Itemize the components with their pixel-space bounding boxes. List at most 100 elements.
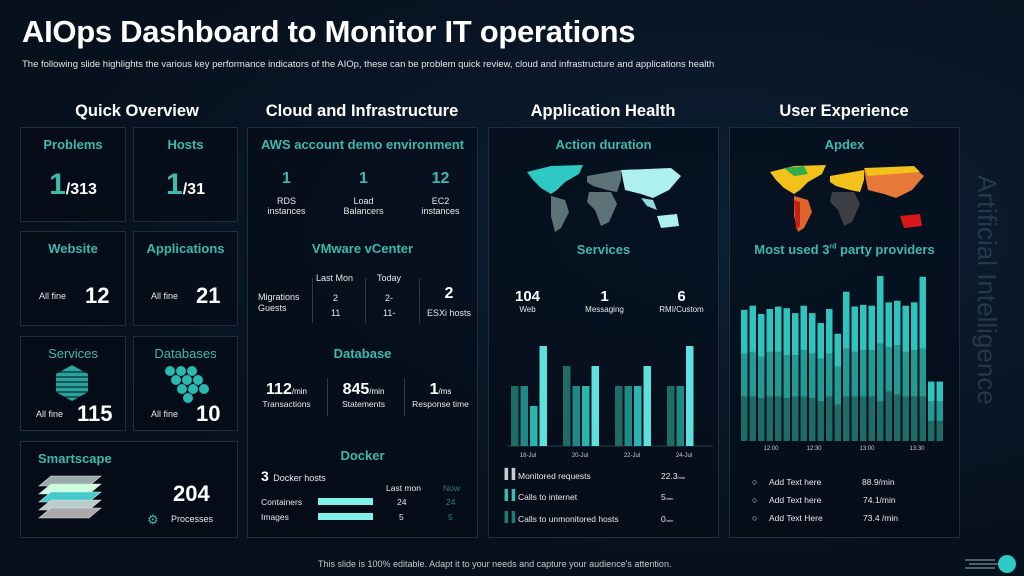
stacked-bar-segment (826, 309, 833, 354)
docker-col-header: Last mon (386, 483, 421, 493)
database-title: Database (333, 346, 392, 361)
services-card[interactable]: Services All fine 115 (20, 336, 126, 431)
stacked-bar-segment (843, 396, 850, 441)
legend-label: Add Text Here (769, 513, 823, 523)
containers-bar (318, 498, 373, 505)
service-value: 104 (514, 288, 541, 305)
hosts-card[interactable]: Hosts 1/31 (133, 127, 238, 222)
legend-label: Monitored requests (518, 471, 591, 481)
stacked-bar-segment (758, 356, 765, 399)
databases-card[interactable]: Databases All fine 10 (133, 336, 238, 431)
services-value: 115 (77, 401, 113, 426)
bar (686, 346, 694, 446)
legend-value: 0 (661, 514, 666, 524)
images-bar (318, 513, 373, 520)
x-tick-label: 12:00 (763, 446, 779, 452)
stacked-bar-segment (834, 333, 841, 367)
docker-value: 5 (448, 512, 453, 522)
applications-value: 21 (196, 283, 221, 308)
column-header-quick-overview: Quick Overview (75, 102, 199, 120)
stacked-bar-segment (809, 398, 816, 441)
smartscape-card[interactable]: Smartscape 204 ⚙ Processes (20, 441, 238, 538)
stacked-bar-segment (928, 401, 935, 422)
stacked-bar-segment (902, 396, 909, 441)
stacked-bar-segment (809, 313, 816, 354)
stacked-bar-segment (800, 305, 807, 351)
page-subtitle: The following slide highlights the vario… (22, 59, 715, 70)
aws-label: EC2 (431, 196, 450, 206)
legend-value: 73.4 /min (863, 513, 898, 523)
stacked-bar-segment (936, 381, 943, 402)
bar (676, 386, 684, 446)
db-unit: /min (291, 387, 307, 396)
stacked-bar-segment (775, 351, 782, 397)
bar (591, 366, 599, 446)
stacked-bar-segment (902, 305, 909, 352)
website-value: 12 (85, 283, 110, 308)
user-experience-panel: Apdex Most used 3rd party providers 12:0… (729, 127, 960, 538)
bar (624, 386, 632, 446)
stacked-bar-segment (758, 313, 765, 357)
world-map-action-duration (527, 165, 681, 232)
docker-row-label: Images (261, 512, 289, 522)
bullet-icon: ○ (752, 513, 758, 523)
stacked-bar-segment (877, 401, 884, 441)
applications-card[interactable]: Applications All fine 21 (133, 231, 238, 326)
db-value: 845 (342, 381, 370, 398)
stacked-bar-segment (919, 276, 926, 349)
stacked-bar-segment (936, 401, 943, 422)
stacked-bar-segment (741, 396, 748, 441)
aws-label: instances (421, 206, 460, 216)
cloud-panel: AWS account demo environment 1 RDS instanc… (247, 127, 478, 538)
stacked-bar-segment (894, 345, 901, 395)
stacked-bar-segment (783, 398, 790, 441)
x-tick-label: 12:30 (806, 446, 822, 452)
website-card[interactable]: Website All fine 12 (20, 231, 126, 326)
stacked-bar-segment (783, 355, 790, 399)
column-header-cloud: Cloud and Infrastructure (265, 102, 459, 120)
bullet-icon: ○ (752, 477, 758, 487)
stacked-bar-segment (894, 300, 901, 346)
vmware-col-header: Today (377, 273, 402, 283)
stacked-bar-segment (877, 276, 884, 344)
aws-label: Load (353, 196, 374, 206)
stacked-bar-segment (851, 351, 858, 397)
stacked-bar-segment (928, 421, 935, 441)
card-title: Databases (154, 346, 217, 361)
column-header-user-experience: User Experience (779, 102, 909, 120)
providers-stacked-chart: 12:00 12:30 13:00 13:30 (741, 276, 943, 452)
hexagon-cluster-icon (56, 365, 88, 401)
stacked-bar-segment (766, 396, 773, 441)
db-label: Transactions (262, 399, 311, 409)
esxi-value: 2 (444, 285, 454, 302)
stacked-bar-segment (911, 302, 918, 351)
legend-unit: /min (677, 475, 686, 480)
stacked-bar-segment (741, 309, 748, 354)
vmware-col-header: Last Mon (316, 273, 354, 283)
stacked-bar-segment (800, 396, 807, 441)
legend-label: Add Text here (769, 477, 822, 487)
page-title: AIOps Dashboard to Monitor IT operations (22, 14, 636, 49)
legend-label: Add Text here (769, 495, 822, 505)
smartscape-value: 204 (173, 481, 210, 506)
legend-unit: /min (665, 518, 674, 523)
legend-value: 88.9/min (862, 477, 895, 487)
aws-ec2-value: 12 (431, 170, 450, 187)
aws-label: RDS (276, 196, 296, 206)
bar (634, 386, 642, 446)
stacked-bar-segment (783, 308, 790, 356)
stacked-bar-segment (792, 355, 799, 397)
stacked-bar-segment (826, 353, 833, 397)
vmware-value: 11- (383, 308, 396, 318)
legend-value: 22.3 (661, 471, 678, 481)
stacked-bar-segment (860, 396, 867, 441)
problems-card[interactable]: Problems 1/313 (20, 127, 126, 222)
stacked-bar-segment (817, 358, 824, 402)
stacked-bar-segment (911, 350, 918, 397)
legend-unit: /min (665, 496, 674, 501)
docker-hosts-label: Docker hosts (273, 473, 326, 483)
x-tick-label: 22-Jul (624, 453, 640, 459)
docker-row-label: Containers (261, 497, 303, 507)
vmware-value: 2 (333, 293, 339, 303)
docker-value: 24 (397, 497, 407, 507)
